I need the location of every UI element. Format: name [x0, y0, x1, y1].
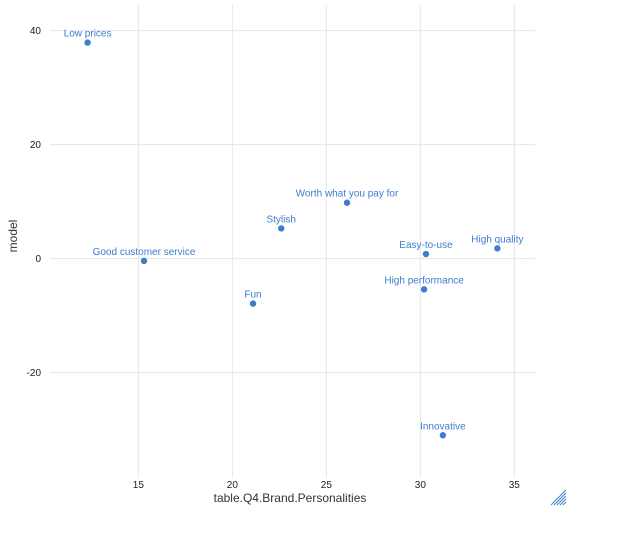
data-point[interactable] — [343, 199, 351, 206]
data-label: Stylish — [266, 214, 295, 225]
x-tick-label: 15 — [133, 480, 145, 491]
y-axis-title: model — [6, 220, 20, 253]
data-labels: Low prices Good customer service Fun Stylis… — [64, 29, 524, 433]
x-tick-label: 30 — [415, 480, 427, 491]
y-axis-ticks: -20 0 20 40 — [27, 26, 42, 379]
data-point[interactable] — [420, 286, 428, 293]
data-label: Worth what you pay for — [296, 189, 399, 200]
data-point[interactable] — [249, 300, 257, 307]
data-label: Innovative — [420, 421, 466, 432]
data-label: Fun — [244, 290, 261, 301]
data-label: Good customer service — [93, 247, 196, 258]
x-tick-label: 20 — [227, 480, 239, 491]
data-point[interactable] — [422, 250, 430, 258]
data-label: High performance — [384, 275, 464, 286]
y-tick-label: -20 — [27, 368, 42, 379]
x-axis-ticks: 15 20 25 30 35 — [133, 480, 521, 491]
y-tick-label: 20 — [30, 140, 42, 151]
resize-handle-icon[interactable] — [550, 489, 567, 506]
data-label: Low prices — [64, 29, 112, 40]
data-label: High quality — [471, 234, 523, 245]
data-points — [84, 39, 501, 439]
grid-lines — [50, 5, 535, 478]
y-tick-label: 40 — [30, 26, 42, 37]
x-axis-title: table.Q4.Brand.Personalities — [214, 491, 367, 505]
y-tick-label: 0 — [35, 254, 41, 265]
data-point[interactable] — [84, 39, 91, 46]
data-label: Easy-to-use — [399, 240, 453, 251]
data-point[interactable] — [494, 245, 501, 252]
data-point[interactable] — [278, 225, 285, 232]
data-point[interactable] — [439, 432, 447, 439]
data-point[interactable] — [140, 257, 148, 265]
x-tick-label: 35 — [509, 480, 521, 491]
x-tick-label: 25 — [321, 480, 333, 491]
